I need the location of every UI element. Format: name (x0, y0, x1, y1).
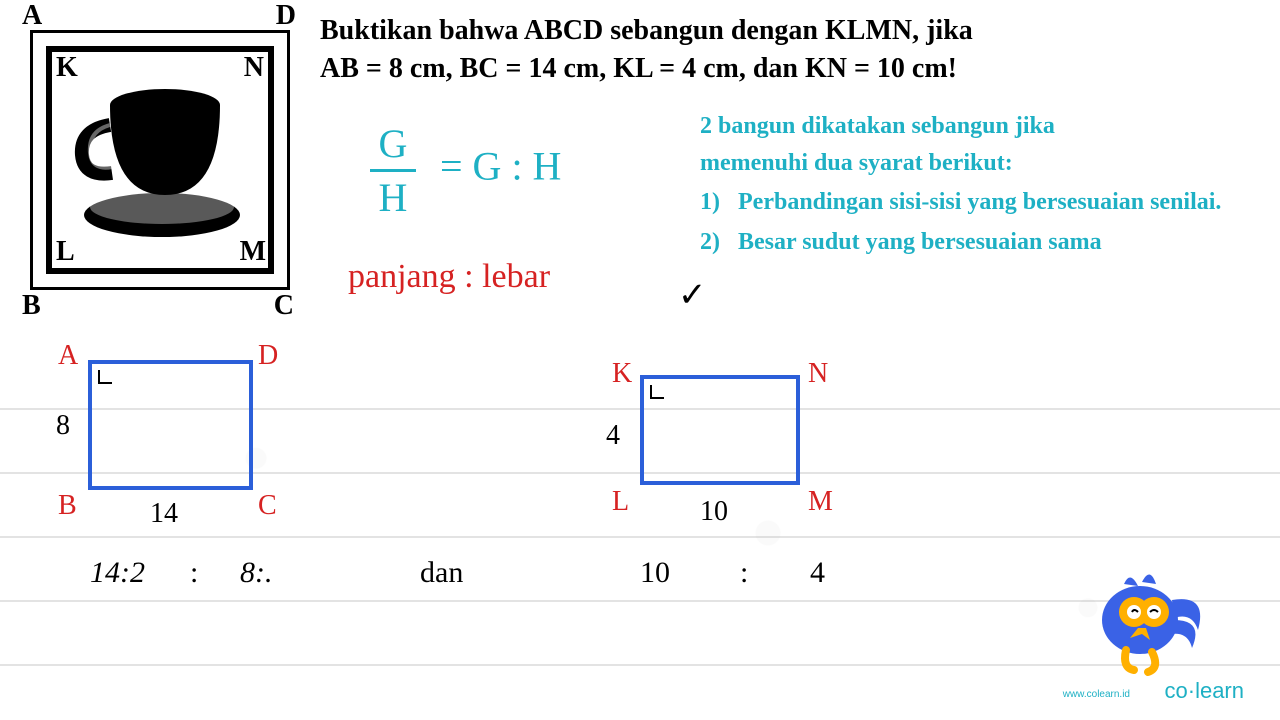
checkmark-icon: ✓ (678, 275, 707, 315)
vertex-b: B (22, 290, 41, 322)
mascot-icon (1080, 560, 1210, 680)
figure-frame: A D B C K N L M (30, 30, 290, 290)
similarity-rules: 2 bangun dikatakan sebangun jika memenuh… (700, 108, 1260, 261)
rule-1-num: 1) (700, 184, 728, 221)
abcd-side-14: 14 (150, 498, 178, 530)
label-b2: B (58, 490, 77, 522)
right-angle-mark-a (98, 370, 112, 384)
brand-logo: co·learn (1165, 678, 1244, 704)
ratio-colon-1: : (190, 556, 198, 590)
ratio-10: 10 (640, 556, 670, 590)
rules-intro-1: 2 bangun dikatakan sebangun jika (700, 108, 1260, 145)
label-l2: L (612, 486, 629, 518)
rule-2-text: Besar sudut yang bersesuaian sama (738, 224, 1102, 261)
label-n2: N (808, 358, 828, 390)
frac-denominator: H (379, 174, 408, 221)
brand-url: www.colearn.id (1063, 689, 1130, 700)
rule-2-num: 2) (700, 224, 728, 261)
ratio-colon-2: : (740, 556, 748, 590)
ratio-8: 8:. (240, 556, 273, 590)
panjang-lebar-label: panjang : lebar (348, 258, 550, 296)
ratio-14-2: 14:2 (90, 556, 145, 590)
vertex-a: A (22, 0, 42, 32)
label-m2: M (808, 486, 833, 518)
ratio-dan: dan (420, 556, 463, 590)
rules-intro-2: memenuhi dua syarat berikut: (700, 145, 1260, 182)
klmn-side-4: 4 (606, 420, 620, 452)
label-c2: C (258, 490, 277, 522)
label-a2: A (58, 340, 78, 372)
label-k2: K (612, 358, 632, 390)
ratio-formula: G H = G : H (370, 120, 561, 221)
formula-rhs: = G : H (440, 144, 561, 189)
ratio-4: 4 (810, 556, 825, 590)
question-text: Buktikan bahwa ABCD sebangun dengan KLMN… (320, 12, 1260, 88)
sketch-rect-klmn (640, 375, 800, 485)
rule-1-text: Perbandingan sisi-sisi yang bersesuaian … (738, 184, 1221, 221)
klmn-side-10: 10 (700, 496, 728, 528)
question-line-2: AB = 8 cm, BC = 14 cm, KL = 4 cm, dan KN… (320, 50, 1260, 88)
abcd-side-8: 8 (56, 410, 70, 442)
frac-numerator: G (379, 120, 408, 167)
right-angle-mark-k (650, 385, 664, 399)
coffee-cup-icon (70, 75, 250, 250)
label-d2: D (258, 340, 278, 372)
question-line-1: Buktikan bahwa ABCD sebangun dengan KLMN… (320, 12, 1260, 50)
sketch-rect-abcd (88, 360, 253, 490)
frac-bar (370, 169, 416, 172)
vertex-c: C (274, 290, 294, 322)
vertex-d: D (276, 0, 296, 32)
